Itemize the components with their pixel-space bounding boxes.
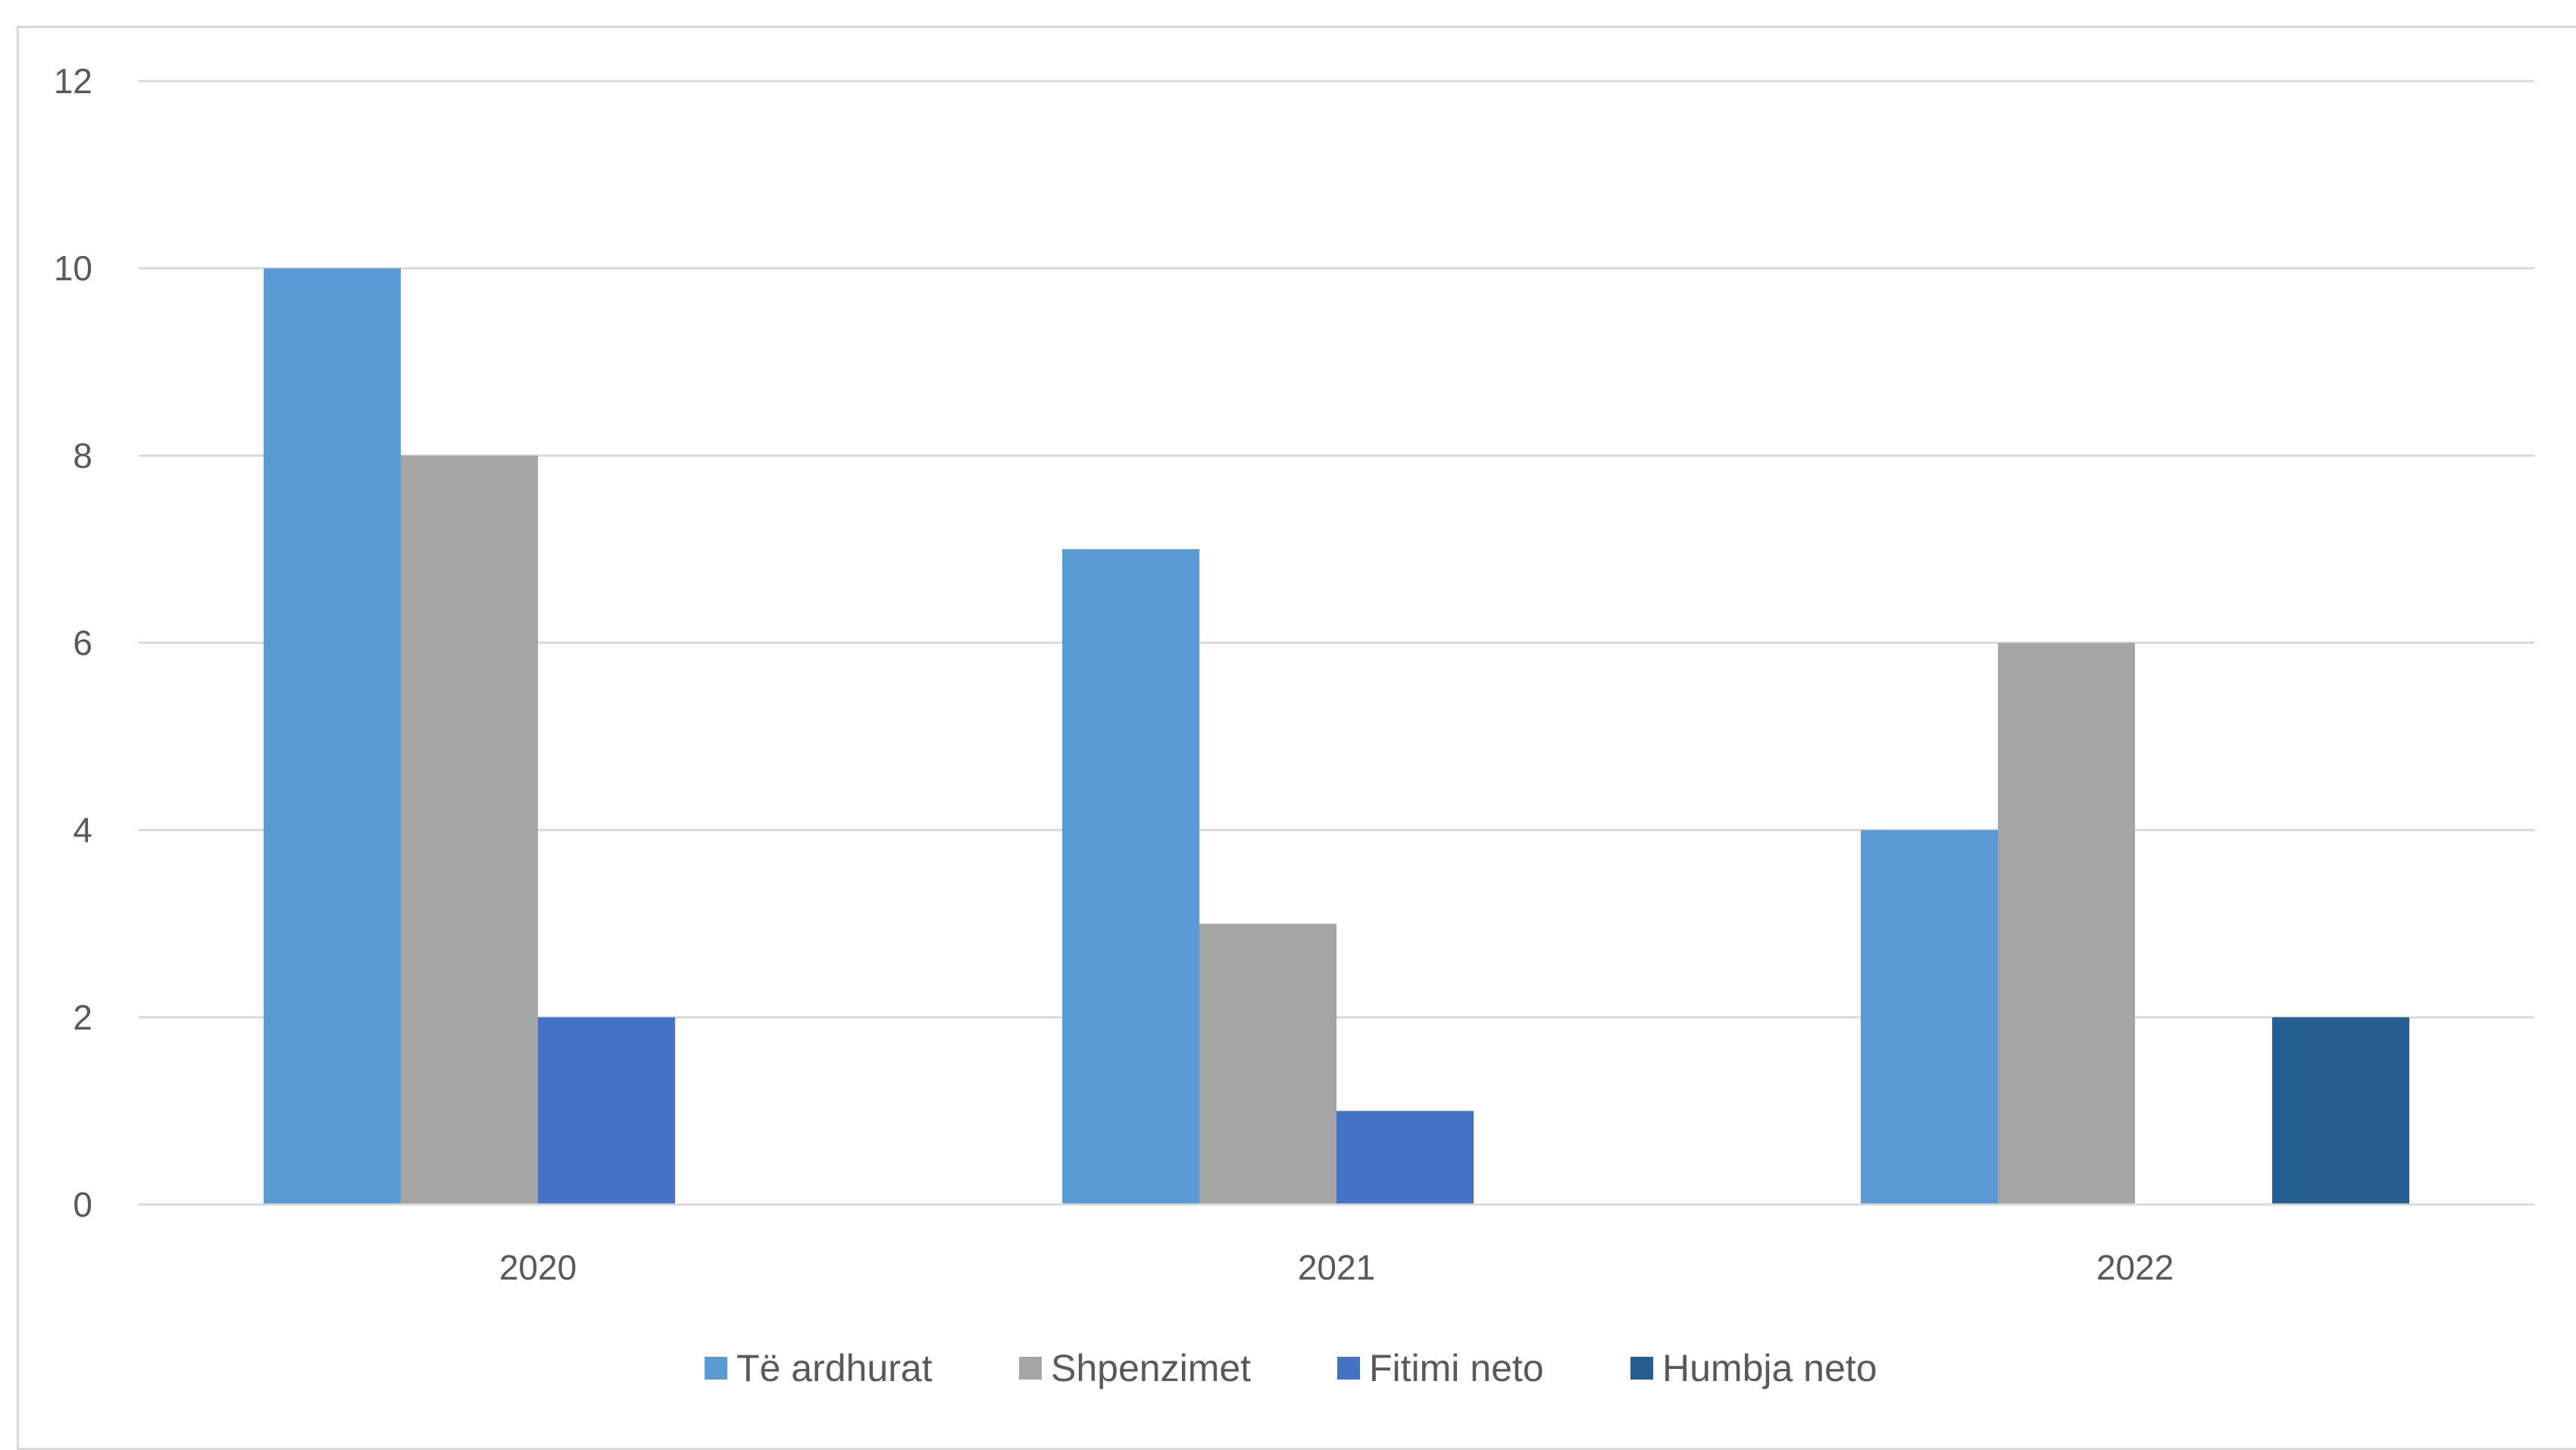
x-tick-label: 2020 bbox=[499, 1248, 577, 1287]
bar-fitimi-neto-2020 bbox=[538, 1017, 675, 1205]
legend-item: Fitimi neto bbox=[1337, 1347, 1544, 1389]
bar-fitimi-neto-2021 bbox=[1336, 1111, 1474, 1205]
y-tick-label: 0 bbox=[73, 1185, 92, 1224]
bar-shpenzimet-2021 bbox=[1199, 923, 1336, 1205]
legend-swatch bbox=[1019, 1357, 1042, 1380]
legend-swatch bbox=[705, 1357, 727, 1380]
bar-t-ardhurat-2020 bbox=[264, 268, 401, 1205]
bar-shpenzimet-2020 bbox=[401, 455, 538, 1205]
legend-label: Fitimi neto bbox=[1369, 1347, 1544, 1389]
legend-swatch bbox=[1337, 1357, 1360, 1380]
legend-item: Humbja neto bbox=[1630, 1347, 1877, 1389]
y-tick-label: 6 bbox=[73, 623, 92, 663]
legend-item: Shpenzimet bbox=[1019, 1347, 1251, 1389]
bars bbox=[264, 268, 2409, 1205]
legend-label: Të ardhurat bbox=[736, 1347, 933, 1389]
x-tick-label: 2021 bbox=[1298, 1248, 1375, 1287]
bar-t-ardhurat-2021 bbox=[1062, 548, 1199, 1205]
y-tick-label: 10 bbox=[54, 248, 92, 288]
legend-label: Shpenzimet bbox=[1051, 1347, 1251, 1389]
bar-t-ardhurat-2022 bbox=[1861, 830, 1998, 1205]
legend-label: Humbja neto bbox=[1662, 1347, 1877, 1389]
bar-humbja-neto-2022 bbox=[2272, 1017, 2409, 1205]
y-tick-label: 8 bbox=[73, 436, 92, 475]
legend-item: Të ardhurat bbox=[705, 1347, 933, 1389]
y-tick-label: 12 bbox=[54, 61, 92, 101]
y-axis-tick-labels: 0 2 4 6 8 10 12 bbox=[54, 61, 92, 1224]
legend-swatch bbox=[1630, 1357, 1653, 1380]
y-tick-label: 2 bbox=[73, 998, 92, 1037]
legend: Të ardhurat Shpenzimet Fitimi neto Humbja n… bbox=[705, 1347, 1877, 1389]
x-axis-tick-labels: 2020 2021 2022 bbox=[499, 1248, 2174, 1287]
x-tick-label: 2022 bbox=[2096, 1248, 2174, 1287]
y-tick-label: 4 bbox=[73, 811, 92, 850]
bar-shpenzimet-2022 bbox=[1998, 642, 2135, 1205]
